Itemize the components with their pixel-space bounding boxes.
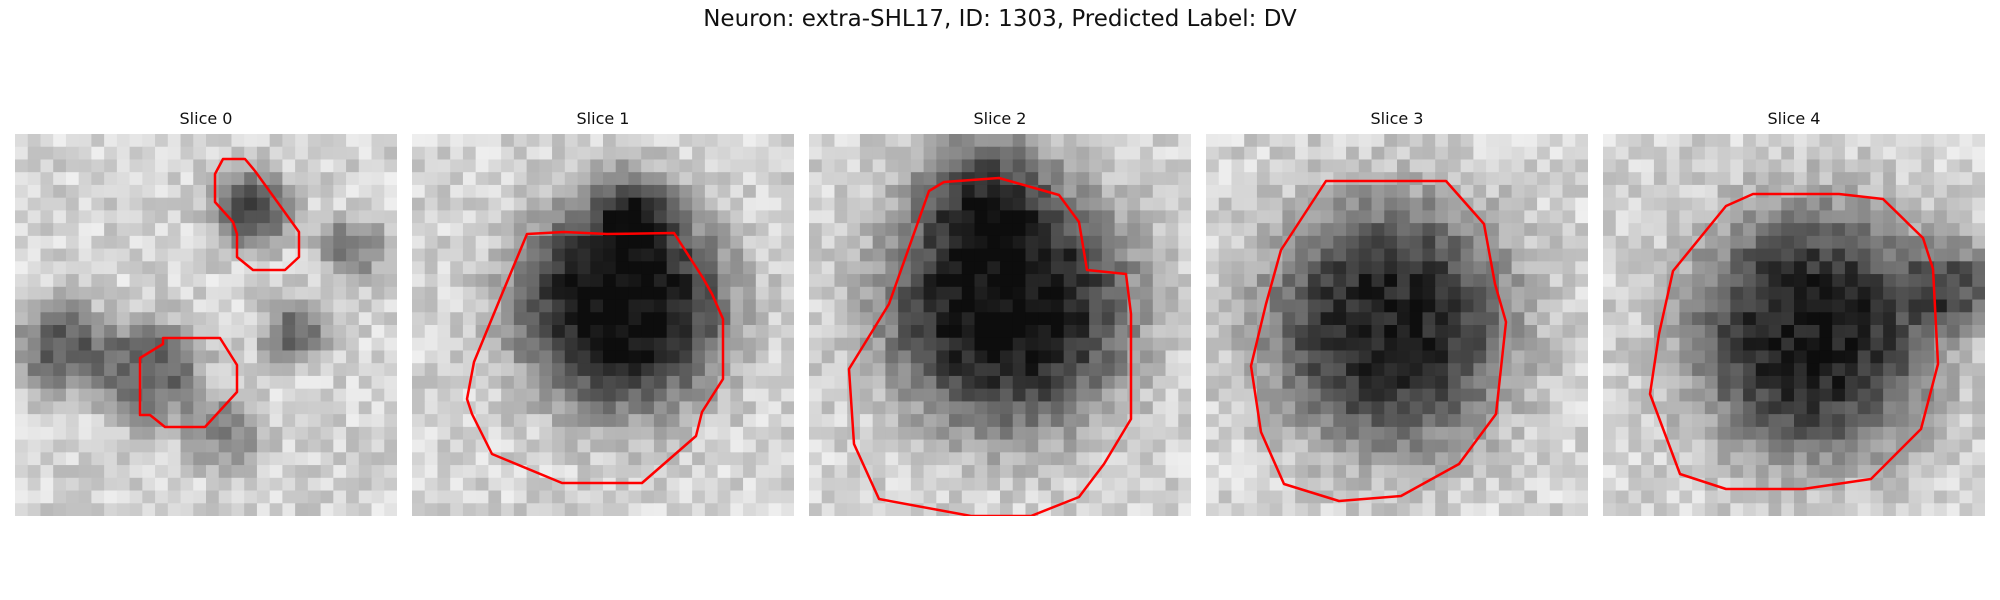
slice-image-1: [412, 134, 794, 516]
slice-image-4: [1603, 134, 1985, 516]
grayscale-pixels: [809, 134, 1191, 516]
slice-panel-4: Slice 4: [1603, 108, 1985, 516]
grayscale-pixels: [412, 134, 794, 516]
slice-title-0: Slice 0: [179, 109, 233, 128]
slice-panel-2: Slice 2: [809, 108, 1191, 516]
segmentation-contour: [1648, 192, 1940, 491]
slice-title-4: Slice 4: [1767, 109, 1821, 128]
slice-image-2: [809, 134, 1191, 516]
slice-title-3: Slice 3: [1370, 109, 1424, 128]
segmentation-contour: [138, 336, 239, 429]
figure-title: Neuron: extra-SHL17, ID: 1303, Predicted…: [703, 6, 1297, 32]
slice-image-0: [15, 134, 397, 516]
slice-panel-0: Slice 0: [15, 108, 397, 516]
segmentation-contour: [1249, 179, 1508, 503]
slice-panel-1: Slice 1: [412, 108, 794, 516]
slice-title-1: Slice 1: [576, 109, 630, 128]
slice-title-2: Slice 2: [973, 109, 1027, 128]
segmentation-contour: [465, 230, 725, 485]
segmentation-contour: [847, 176, 1133, 516]
grayscale-pixels: [1206, 134, 1588, 516]
slice-image-3: [1206, 134, 1588, 516]
slice-panel-3: Slice 3: [1206, 108, 1588, 516]
segmentation-contour: [213, 157, 301, 272]
grayscale-pixels: [15, 134, 397, 516]
